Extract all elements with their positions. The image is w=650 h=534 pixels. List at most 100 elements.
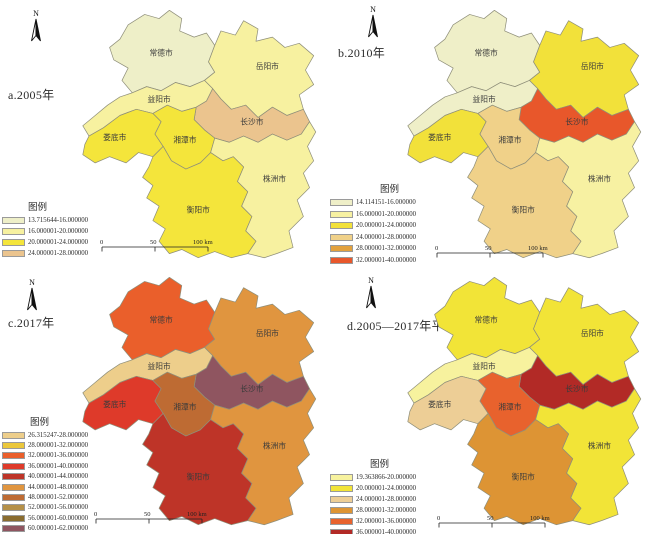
map-legend: 图例 26.315247-28.000000 28.000001-32.00000… — [2, 414, 88, 534]
legend-swatch — [2, 452, 25, 460]
legend-rows: 14.114151-16.000000 16.000001-20.000000 20… — [330, 197, 416, 266]
legend-row: 28.000001-32.000000 — [330, 505, 416, 516]
north-letter: N — [368, 276, 374, 285]
legend-range-label: 52.000001-56.000000 — [28, 504, 89, 512]
legend-row: 32.000001-40.000000 — [330, 255, 416, 267]
region-hengyang — [142, 413, 257, 526]
legend-row: 48.000001-52.000000 — [2, 492, 88, 502]
legend-swatch — [2, 217, 25, 224]
legend-row: 24.000001-28.000000 — [330, 494, 416, 505]
north-letter: N — [29, 278, 35, 287]
legend-row: 24.000001-28.000000 — [330, 232, 416, 244]
region-label-changde: 常德市 — [475, 48, 498, 58]
region-label-xiangtan: 湘潭市 — [173, 134, 196, 144]
legend-swatch — [2, 228, 25, 235]
scale-zero: 0 — [100, 239, 103, 246]
legend-rows: 13.715644-16.000000 16.000001-20.000000 20… — [2, 215, 88, 259]
legend-row: 40.000001-44.000000 — [2, 472, 88, 482]
region-label-yueyang: 岳阳市 — [581, 328, 604, 338]
scale-zero: 0 — [94, 511, 97, 518]
region-label-yueyang: 岳阳市 — [581, 61, 604, 71]
region-label-xiangtan: 湘潭市 — [498, 134, 521, 144]
legend-range-label: 20.000001-24.000000 — [28, 239, 89, 246]
region-label-changde: 常德市 — [150, 48, 173, 58]
scale-bar: 0 50 100 km — [94, 511, 207, 524]
legend-range-label: 40.000001-44.000000 — [28, 473, 89, 481]
legend-swatch — [330, 507, 353, 514]
legend-swatch — [330, 518, 353, 525]
legend-rows: 26.315247-28.000000 28.000001-32.000000 32… — [2, 430, 88, 534]
legend-row: 26.315247-28.000000 — [2, 430, 88, 440]
map-legend: 图例 13.715644-16.000000 16.000001-20.00000… — [2, 199, 88, 259]
region-label-xiangtan: 湘潭市 — [173, 401, 196, 411]
legend-swatch — [330, 256, 353, 264]
legend-row: 20.000001-24.000000 — [2, 237, 88, 248]
legend-row: 20.000001-24.000000 — [330, 483, 416, 494]
legend-range-label: 48.000001-52.000000 — [28, 494, 89, 502]
scale-zero: 0 — [437, 515, 440, 522]
region-hengyang — [142, 146, 257, 259]
region-label-zhuzhou: 株洲市 — [588, 173, 611, 183]
legend-range-label: 56.000001-60.000000 — [28, 514, 89, 522]
legend-row: 16.000001-20.000000 — [330, 209, 416, 221]
region-label-yueyang: 岳阳市 — [256, 328, 279, 338]
region-hengyang — [467, 413, 582, 526]
legend-swatch — [330, 529, 353, 534]
scale-mid: 50 — [487, 515, 494, 522]
legend-swatch — [2, 483, 25, 491]
panel-c-2017: N c.2017年 常德市 岳阳市 益阳市 长沙市 娄底市 湘潭市 株洲市 衡阳市 图例 26… — [0, 267, 325, 534]
region-label-hengyang: 衡阳市 — [187, 204, 210, 214]
legend-range-label: 13.715644-16.000000 — [28, 217, 89, 224]
legend-swatch — [330, 222, 353, 230]
region-label-zhuzhou: 株洲市 — [263, 440, 286, 450]
legend-row: 16.000001-20.000000 — [2, 226, 88, 237]
legend-rows: 19.363866-20.000000 20.000001-24.000000 24… — [330, 472, 416, 534]
legend-row: 36.000001-40.000000 — [330, 527, 416, 534]
scale-bar: 0 50 100 km — [100, 239, 213, 252]
legend-range-label: 26.315247-28.000000 — [28, 431, 89, 439]
scale-end: 100 km — [193, 239, 213, 246]
legend-swatch — [2, 494, 25, 502]
scale-end: 100 km — [187, 511, 207, 518]
region-label-changsha: 长沙市 — [240, 117, 263, 127]
legend-swatch — [330, 496, 353, 503]
legend-range-label: 44.000001-48.000000 — [28, 483, 89, 491]
region-label-hengyang: 衡阳市 — [512, 471, 535, 481]
region-label-changde: 常德市 — [150, 315, 173, 325]
legend-swatch — [2, 514, 25, 522]
north-letter: N — [370, 5, 376, 14]
panel-b-2010: N b.2010年 常德市 岳阳市 益阳市 长沙市 娄底市 湘潭市 株洲市 衡阳市 图例 14… — [325, 0, 650, 267]
legend-title: 图例 — [380, 185, 400, 195]
scale-bar: 0 50 100 km — [435, 245, 548, 258]
legend-swatch — [2, 250, 25, 257]
legend-range-label: 60.000001-62.000000 — [28, 525, 89, 533]
region-label-yiyang: 益阳市 — [147, 361, 170, 371]
legend-row: 32.000001-36.000000 — [330, 516, 416, 527]
region-label-loudi: 娄底市 — [103, 132, 126, 142]
legend-swatch — [330, 210, 353, 218]
legend-row: 20.000001-24.000000 — [330, 220, 416, 232]
north-arrow-icon: N — [366, 276, 376, 309]
legend-range-label: 20.000001-24.000000 — [356, 485, 417, 492]
region-label-xiangtan: 湘潭市 — [498, 401, 521, 411]
region-label-yiyang: 益阳市 — [472, 361, 495, 371]
legend-swatch — [2, 239, 25, 246]
region-label-changsha: 长沙市 — [565, 384, 588, 394]
panel-label: a.2005年 — [8, 88, 55, 102]
scale-mid: 50 — [150, 239, 157, 246]
legend-row: 32.000001-36.000000 — [2, 451, 88, 461]
map-legend: 图例 19.363866-20.000000 20.000001-24.00000… — [330, 456, 416, 534]
legend-range-label: 28.000001-32.000000 — [356, 507, 417, 514]
region-label-loudi: 娄底市 — [428, 399, 451, 409]
legend-swatch — [2, 431, 25, 439]
legend-swatch — [2, 525, 25, 533]
region-label-zhuzhou: 株洲市 — [263, 173, 286, 183]
scale-mid: 50 — [485, 245, 492, 252]
legend-title: 图例 — [30, 418, 50, 428]
legend-row: 19.363866-20.000000 — [330, 472, 416, 483]
north-arrow-icon: N — [368, 5, 378, 38]
